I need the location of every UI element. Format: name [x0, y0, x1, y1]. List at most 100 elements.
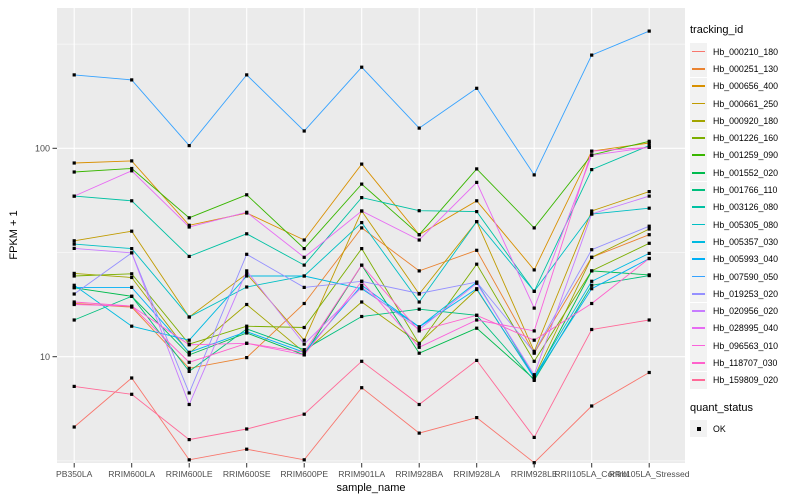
- data-point: [590, 248, 594, 252]
- data-point: [72, 242, 76, 246]
- data-point: [475, 287, 479, 291]
- data-point: [360, 196, 364, 200]
- data-point: [245, 252, 249, 256]
- data-point: [72, 73, 76, 77]
- legend-entry-Hb_001259_090: Hb_001259_090: [690, 146, 798, 164]
- quant-status-label: OK: [713, 423, 726, 434]
- data-point: [245, 285, 249, 289]
- data-point: [360, 65, 364, 69]
- legend-key-line-icon: [690, 77, 707, 95]
- data-point: [590, 287, 594, 291]
- data-point: [647, 233, 651, 237]
- data-point: [417, 351, 421, 355]
- y-tick-label: 10: [40, 352, 50, 362]
- data-point: [590, 53, 594, 57]
- legend-entry-label: Hb_000656_400: [713, 81, 779, 92]
- data-point: [475, 220, 479, 224]
- data-point: [72, 318, 76, 322]
- data-point: [302, 263, 306, 267]
- legend-entry-Hb_000656_400: Hb_000656_400: [690, 77, 798, 95]
- data-point: [302, 348, 306, 352]
- data-point: [72, 300, 76, 304]
- data-point: [647, 251, 651, 255]
- data-point: [245, 210, 249, 214]
- legend-entry-label: Hb_003126_080: [713, 202, 779, 213]
- data-point: [187, 369, 191, 373]
- x-tick-label: RRIM928LA: [453, 469, 500, 479]
- data-point: [130, 275, 134, 280]
- legend-entry-label: Hb_028995_040: [713, 323, 779, 334]
- data-point: [302, 342, 306, 346]
- legend-entry-Hb_019253_020: Hb_019253_020: [690, 285, 798, 303]
- x-tick-label: RRIM928BA: [395, 469, 443, 479]
- data-point: [72, 292, 76, 296]
- data-point: [245, 324, 249, 328]
- data-point: [417, 291, 421, 296]
- legend-entry-Hb_001552_020: Hb_001552_020: [690, 164, 798, 182]
- legend-entry-Hb_118707_030: Hb_118707_030: [690, 354, 798, 372]
- data-point: [130, 285, 134, 289]
- data-point: [475, 180, 479, 184]
- data-point: [417, 269, 421, 273]
- legend-key-line-icon: [690, 181, 707, 199]
- data-point: [187, 338, 191, 342]
- data-point: [72, 285, 76, 289]
- legend-key-line-icon: [690, 354, 707, 372]
- data-point: [475, 281, 479, 285]
- data-point: [187, 144, 191, 148]
- legend-key-line-icon: [690, 198, 707, 216]
- legend-entry-Hb_003126_080: Hb_003126_080: [690, 198, 798, 216]
- data-point: [532, 378, 536, 382]
- data-point: [360, 359, 364, 363]
- data-point: [532, 461, 536, 465]
- data-point: [187, 254, 191, 258]
- data-point: [302, 458, 306, 462]
- data-point: [590, 283, 594, 287]
- data-point: [245, 269, 249, 273]
- x-tick-label: RRIM600LA: [108, 469, 155, 479]
- data-point: [417, 431, 421, 435]
- legend-entry-Hb_005993_040: Hb_005993_040: [690, 250, 798, 268]
- data-point: [360, 283, 364, 287]
- data-point: [130, 294, 134, 298]
- data-point: [532, 226, 536, 230]
- data-point: [647, 190, 651, 194]
- data-point: [245, 341, 249, 345]
- data-point: [475, 199, 479, 203]
- data-point: [475, 262, 479, 266]
- data-point: [360, 279, 364, 283]
- legend-key-line-icon: [690, 319, 707, 337]
- data-point: [647, 29, 651, 33]
- data-point: [302, 350, 306, 354]
- data-point: [590, 404, 594, 408]
- data-point: [72, 384, 76, 388]
- data-point: [245, 272, 249, 276]
- data-point: [647, 256, 651, 261]
- data-point: [130, 229, 134, 233]
- data-point: [245, 193, 249, 197]
- data-point: [647, 141, 651, 145]
- data-points: [72, 29, 651, 465]
- data-point: [360, 386, 364, 390]
- data-point: [302, 325, 306, 330]
- legend-entry-Hb_001226_160: Hb_001226_160: [690, 129, 798, 147]
- data-point: [590, 279, 594, 283]
- data-point: [187, 350, 191, 354]
- data-point: [590, 255, 594, 259]
- data-point: [302, 338, 306, 342]
- data-point: [302, 247, 306, 251]
- data-point: [532, 329, 536, 333]
- legend-entry-Hb_005305_080: Hb_005305_080: [690, 216, 798, 234]
- legend-entry-label: Hb_096563_010: [713, 340, 779, 351]
- data-point: [590, 327, 594, 332]
- legend-key-line-icon: [690, 302, 707, 320]
- x-axis-title: sample_name: [336, 482, 406, 494]
- data-point: [647, 370, 651, 375]
- legend-key-line-icon: [690, 250, 707, 268]
- data-point: [647, 206, 651, 210]
- data-point: [130, 392, 134, 396]
- legend-entry-label: Hb_000661_250: [713, 98, 779, 109]
- data-point: [187, 353, 191, 357]
- data-point: [417, 345, 421, 349]
